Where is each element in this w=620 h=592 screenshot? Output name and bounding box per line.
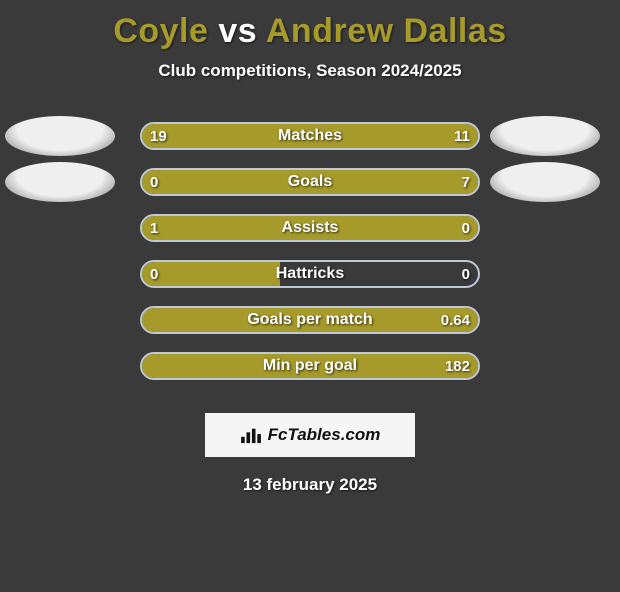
stat-bar: 182Min per goal: [140, 352, 480, 380]
stat-row: 1911Matches: [0, 113, 620, 159]
stat-value-left: 1: [150, 216, 158, 240]
stat-row: 10Assists: [0, 205, 620, 251]
player-avatar-left: [5, 162, 115, 202]
stat-row: 07Goals: [0, 159, 620, 205]
comparison-card: Coyle vs Andrew Dallas Club competitions…: [0, 12, 620, 495]
stat-bar-left-fill: [142, 124, 355, 148]
stat-bar: 0.64Goals per match: [140, 306, 480, 334]
player-avatar-right: [490, 162, 600, 202]
stat-bar-left-fill: [142, 216, 404, 240]
stat-bar: 1911Matches: [140, 122, 480, 150]
stat-value-right: 0: [462, 216, 470, 240]
stat-bar-left-fill: [142, 354, 478, 378]
stat-value-left: 0: [150, 262, 158, 286]
player-avatar-right: [490, 116, 600, 156]
subtitle: Club competitions, Season 2024/2025: [0, 61, 620, 81]
stat-row: 182Min per goal: [0, 343, 620, 389]
stat-value-right: 0: [462, 262, 470, 286]
branding-badge: FcTables.com: [205, 413, 415, 457]
stat-row: 00Hattricks: [0, 251, 620, 297]
stat-bar: 10Assists: [140, 214, 480, 242]
player-avatar-left: [5, 116, 115, 156]
stat-value-left: 19: [150, 124, 167, 148]
page-title: Coyle vs Andrew Dallas: [0, 12, 620, 51]
branding-text: FcTables.com: [268, 425, 381, 445]
title-left-name: Coyle: [113, 12, 208, 50]
stats-rows: 1911Matches07Goals10Assists00Hattricks0.…: [0, 113, 620, 389]
stat-value-right: 7: [462, 170, 470, 194]
stat-value-left: 0: [150, 170, 158, 194]
title-right-name: Andrew Dallas: [266, 12, 507, 50]
title-separator: vs: [218, 12, 257, 50]
stat-bar-right-fill: [202, 170, 478, 194]
stat-value-right: 11: [454, 124, 470, 148]
stat-bar: 00Hattricks: [140, 260, 480, 288]
stat-value-right: 0.64: [441, 308, 470, 332]
stat-row: 0.64Goals per match: [0, 297, 620, 343]
stat-value-right: 182: [445, 354, 470, 378]
stat-bar-left-fill: [142, 308, 478, 332]
stat-bar: 07Goals: [140, 168, 480, 196]
bars-icon: [240, 426, 262, 444]
stat-bar-left-fill: [142, 262, 280, 286]
date-label: 13 february 2025: [0, 475, 620, 495]
